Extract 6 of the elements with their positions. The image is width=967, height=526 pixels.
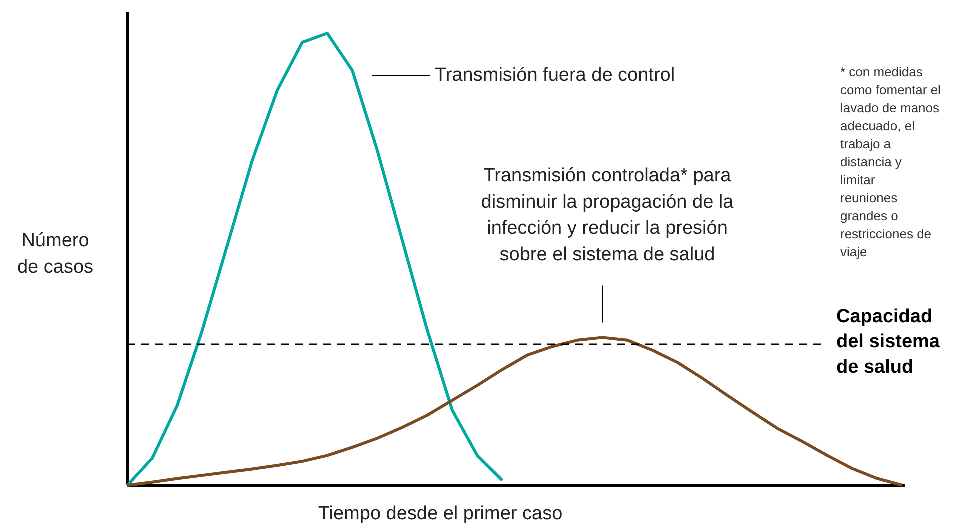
ref-line-label: Capacidad del sistema de salud — [836, 306, 940, 378]
annotation: Transmisión controlada* para disminuir la propagación de la infección y reducir la presión sobre el sistema de salud — [481, 166, 734, 266]
x-axis-title: Tiempo desde el primer caso — [318, 504, 563, 524]
y-axis-title: Número de casos — [17, 230, 94, 278]
text: * con medidas como fomentar el lavado de manos adecuado, el trabajo a distancia y limitar reuniones grandes o restricciones de viaje — [840, 64, 941, 260]
annotation: Transmisión fuera de control — [435, 65, 676, 86]
